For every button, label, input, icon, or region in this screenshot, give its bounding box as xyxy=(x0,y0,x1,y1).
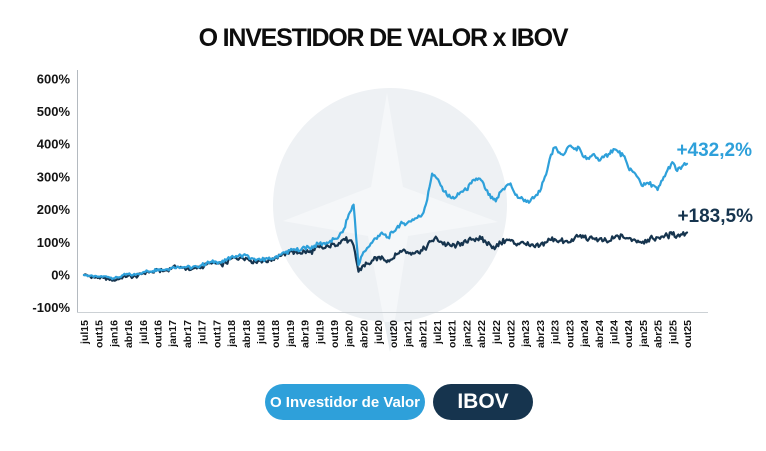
legend-investidor-button[interactable]: O Investidor de Valor xyxy=(265,384,425,420)
x-tick-label: out21 xyxy=(447,320,459,348)
x-tick-label: jul21 xyxy=(432,320,444,345)
x-tick-label: out24 xyxy=(623,320,635,348)
chart-axes: 600%500%400%300%200%100%0%-100%jul15 out1… xyxy=(32,70,708,348)
x-tick-label: jan25 xyxy=(638,320,650,348)
x-tick-label: jan19 xyxy=(285,320,297,348)
legend-ibov-label: IBOV xyxy=(457,390,509,413)
legend-ibov-button[interactable]: IBOV xyxy=(433,384,533,420)
compass-watermark-icon xyxy=(273,88,507,352)
y-tick-label: 0% xyxy=(51,268,70,283)
x-tick-label: jan17 xyxy=(167,320,179,348)
x-tick-label: abr24 xyxy=(594,320,606,348)
x-tick-label: abr25 xyxy=(653,320,665,348)
series-line-investidor xyxy=(82,144,689,281)
x-tick-label: jan22 xyxy=(461,320,473,348)
x-tick-label: abr22 xyxy=(476,320,488,348)
x-tick-label: out18 xyxy=(270,320,282,348)
y-tick-label: 300% xyxy=(37,169,71,184)
x-tick-label: jul19 xyxy=(314,320,326,345)
y-tick-label: 200% xyxy=(37,202,71,217)
x-tick-label: jan16 xyxy=(108,320,120,348)
x-tick-label: abr20 xyxy=(358,320,370,348)
x-tick-label: jan24 xyxy=(579,320,591,348)
y-tick-label: 400% xyxy=(37,137,71,152)
x-tick-label: jan20 xyxy=(344,320,356,348)
x-tick-label: jul15 xyxy=(79,320,91,345)
x-tick-label: out17 xyxy=(211,320,223,348)
x-tick-label: abr17 xyxy=(182,320,194,348)
y-tick-label: 500% xyxy=(37,104,71,119)
x-tick-label: jul25 xyxy=(667,320,679,345)
legend-investidor-label: O Investidor de Valor xyxy=(269,393,421,411)
legend: O Investidor de Valor IBOV xyxy=(265,384,535,420)
x-tick-label: out20 xyxy=(388,320,400,348)
y-tick-label: 600% xyxy=(37,71,71,86)
x-tick-label: jul17 xyxy=(197,320,209,345)
x-tick-label: abr21 xyxy=(417,320,429,348)
x-tick-label: out16 xyxy=(153,320,165,348)
x-tick-label: out22 xyxy=(506,320,518,348)
end-label-ibov: +183,5% xyxy=(677,206,753,227)
x-tick-label: jul23 xyxy=(550,320,562,345)
chart-series xyxy=(82,144,689,282)
x-tick-label: jul22 xyxy=(491,320,503,345)
x-tick-label: out15 xyxy=(94,320,106,348)
x-tick-label: out25 xyxy=(682,320,694,348)
chart-title: O INVESTIDOR DE VALOR x IBOV xyxy=(198,24,569,52)
x-tick-label: abr18 xyxy=(241,320,253,348)
x-tick-label: abr16 xyxy=(123,320,135,348)
x-tick-label: jan23 xyxy=(520,320,532,348)
y-tick-label: 100% xyxy=(37,235,71,250)
series-end-labels: +432,2% +183,5% xyxy=(676,140,753,227)
end-label-investidor: +432,2% xyxy=(676,140,752,161)
y-tick-label: -100% xyxy=(32,300,70,315)
x-tick-label: out23 xyxy=(564,320,576,348)
x-tick-label: jan21 xyxy=(403,320,415,348)
x-tick-label: out19 xyxy=(329,320,341,348)
x-tick-label: abr23 xyxy=(535,320,547,348)
x-tick-label: jul16 xyxy=(138,320,150,345)
x-tick-label: jul20 xyxy=(373,320,385,345)
x-tick-label: jul18 xyxy=(255,320,267,345)
x-tick-label: jul24 xyxy=(608,320,620,345)
compass-star-inner xyxy=(283,93,498,322)
x-tick-label: abr19 xyxy=(300,320,312,348)
x-tick-label: jan18 xyxy=(226,320,238,348)
